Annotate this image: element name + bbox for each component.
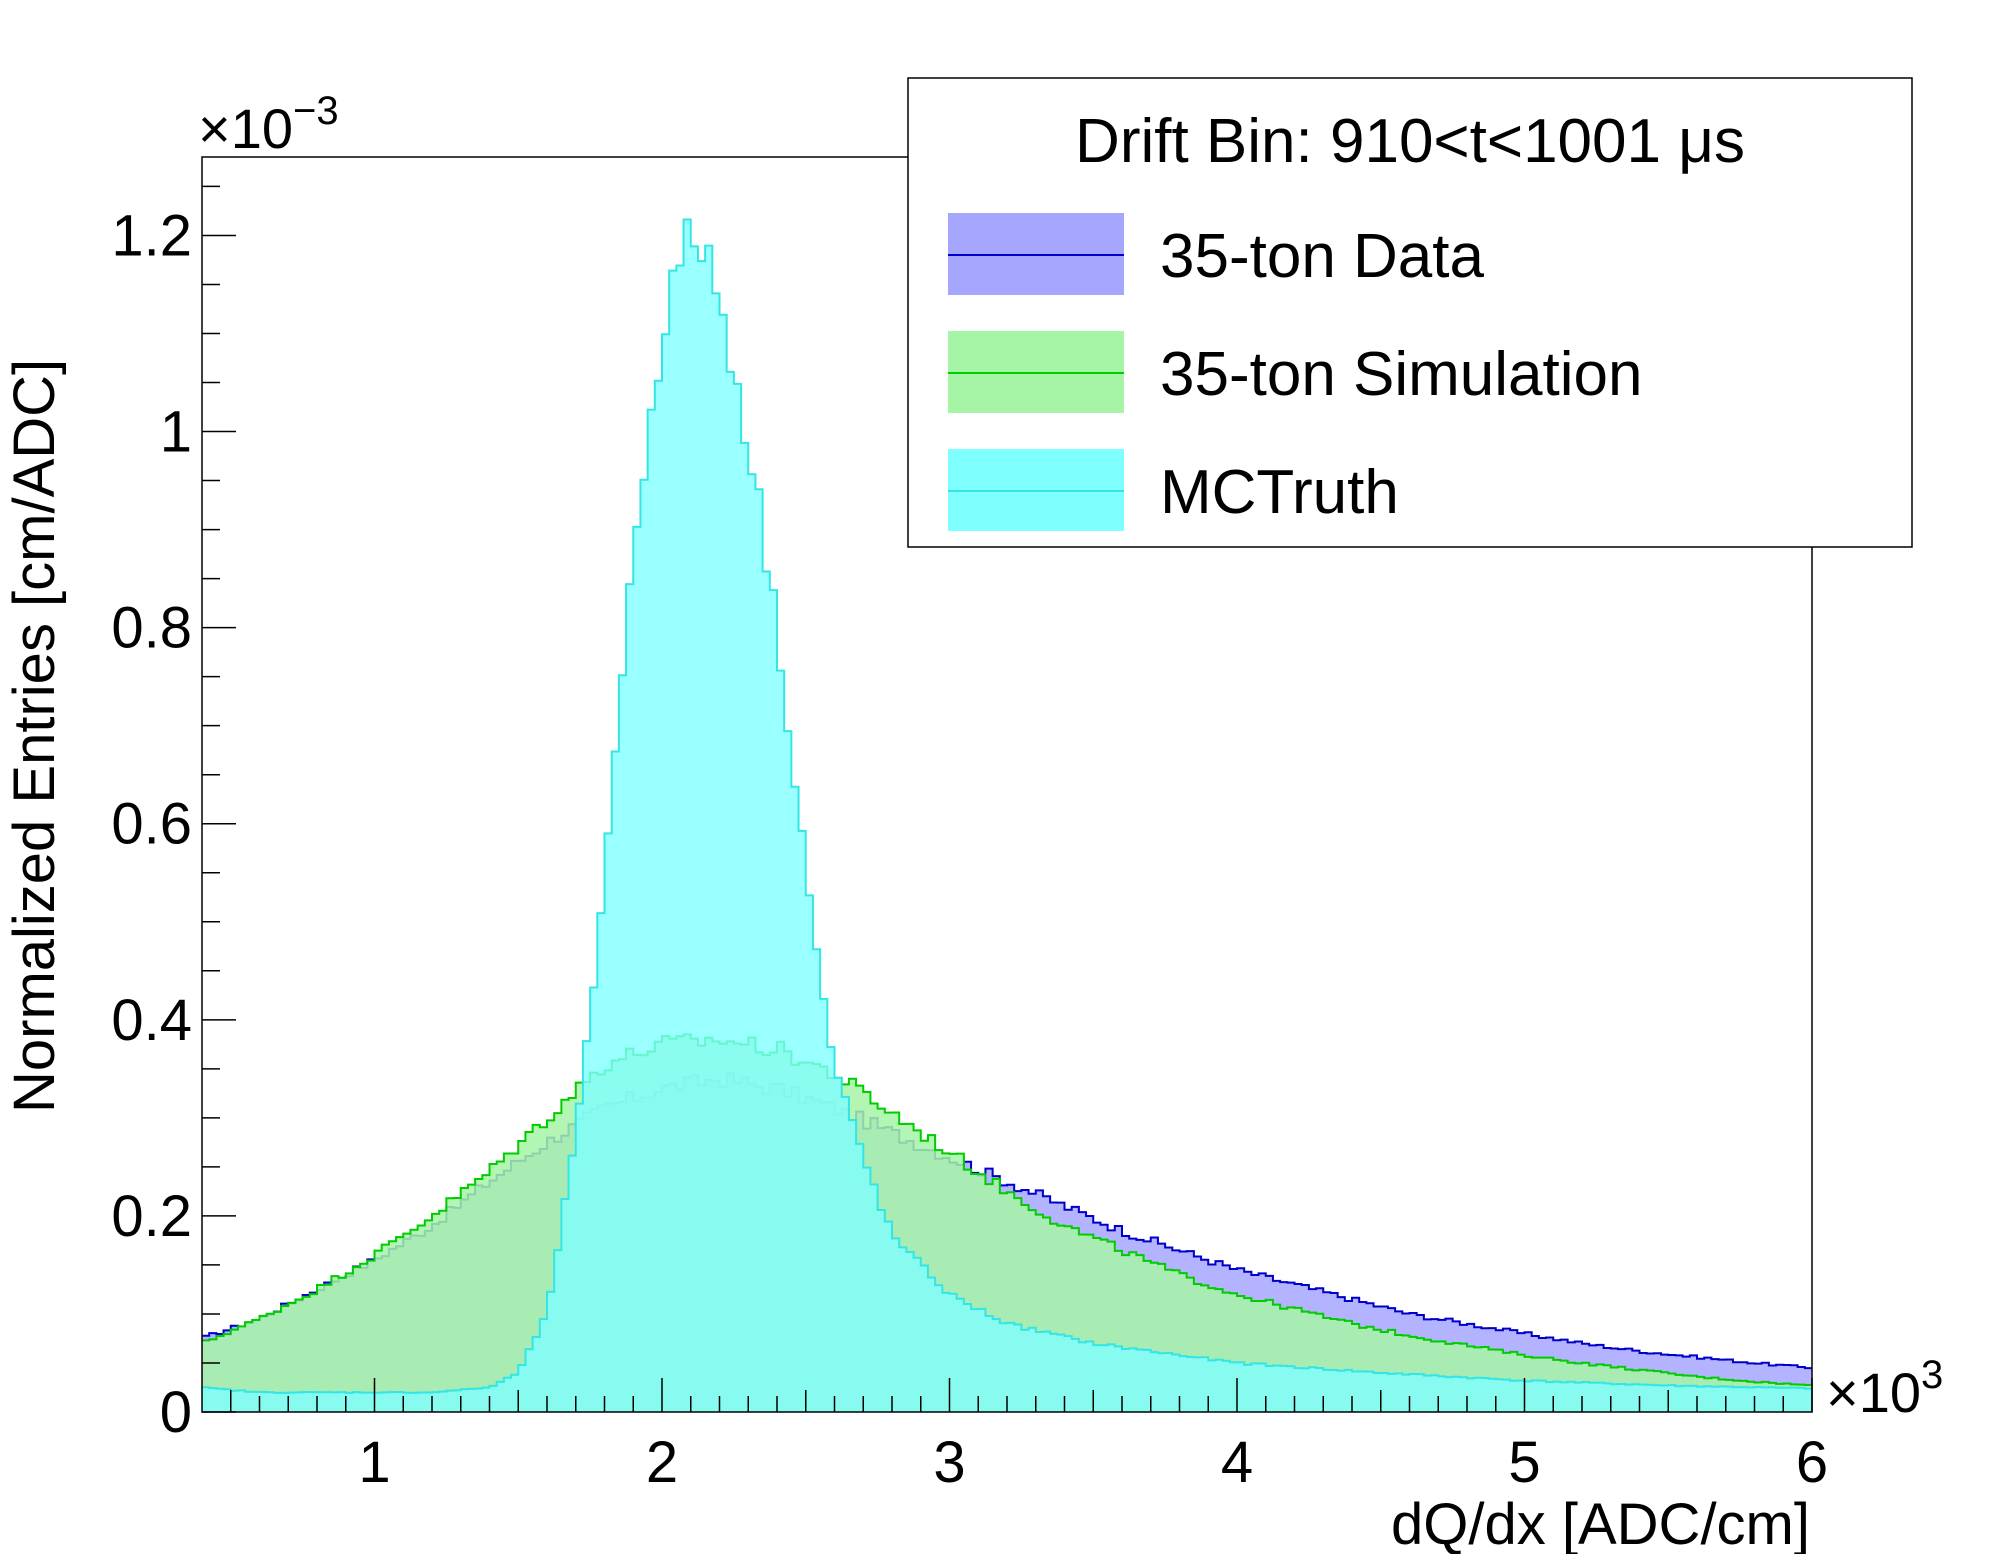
legend-entry: 35-ton Data bbox=[948, 213, 1485, 295]
series-line bbox=[202, 218, 1812, 1394]
legend-label: 35-ton Simulation bbox=[1160, 340, 1643, 409]
series-line bbox=[202, 1033, 1812, 1387]
legend-entry: 35-ton Simulation bbox=[948, 331, 1643, 413]
y-axis-label: Normalized Entries [cm/ADC] bbox=[2, 359, 67, 1113]
x-tick-label: 3 bbox=[933, 1430, 965, 1495]
axis-layer: 1 2 3 4 5 6 0 0.2 0.4 0.6 0.8 1 1.2 bbox=[111, 185, 1828, 1495]
series-area bbox=[202, 219, 1812, 1412]
y-tick-label: 0.8 bbox=[111, 596, 192, 661]
y-tick-label: 1 bbox=[160, 400, 192, 465]
legend: Drift Bin: 910<t<1001 μs 35-ton Data35-t… bbox=[907, 77, 1913, 548]
x-tick-label: 1 bbox=[358, 1430, 390, 1495]
legend-label: 35-ton Data bbox=[1160, 222, 1485, 291]
x-axis-label: dQ/dx [ADC/cm] bbox=[1391, 1492, 1810, 1554]
legend-header: Drift Bin: 910<t<1001 μs bbox=[1075, 107, 1745, 176]
legend-entries: 35-ton Data 35-ton Simulation MCTruth bbox=[948, 213, 1643, 531]
y-tick-label: 0 bbox=[160, 1380, 192, 1445]
legend-entry: MCTruth bbox=[948, 449, 1399, 531]
y-tick-label: 0.2 bbox=[111, 1184, 192, 1249]
x-tick-label: 6 bbox=[1796, 1430, 1828, 1495]
y-multiplier: ×10−3 bbox=[198, 89, 339, 160]
series-mctruth bbox=[202, 218, 1812, 1412]
series-layer bbox=[202, 218, 1812, 1412]
x-tick-label: 4 bbox=[1221, 1430, 1253, 1495]
y-tick-label: 0.4 bbox=[111, 988, 192, 1053]
x-tick-label: 2 bbox=[646, 1430, 678, 1495]
legend-label: MCTruth bbox=[1160, 458, 1399, 527]
x-multiplier: ×103 bbox=[1826, 1353, 1943, 1424]
x-tick-label: 5 bbox=[1508, 1430, 1540, 1495]
y-tick-label: 1.2 bbox=[111, 203, 192, 268]
y-tick-label: 0.6 bbox=[111, 792, 192, 857]
